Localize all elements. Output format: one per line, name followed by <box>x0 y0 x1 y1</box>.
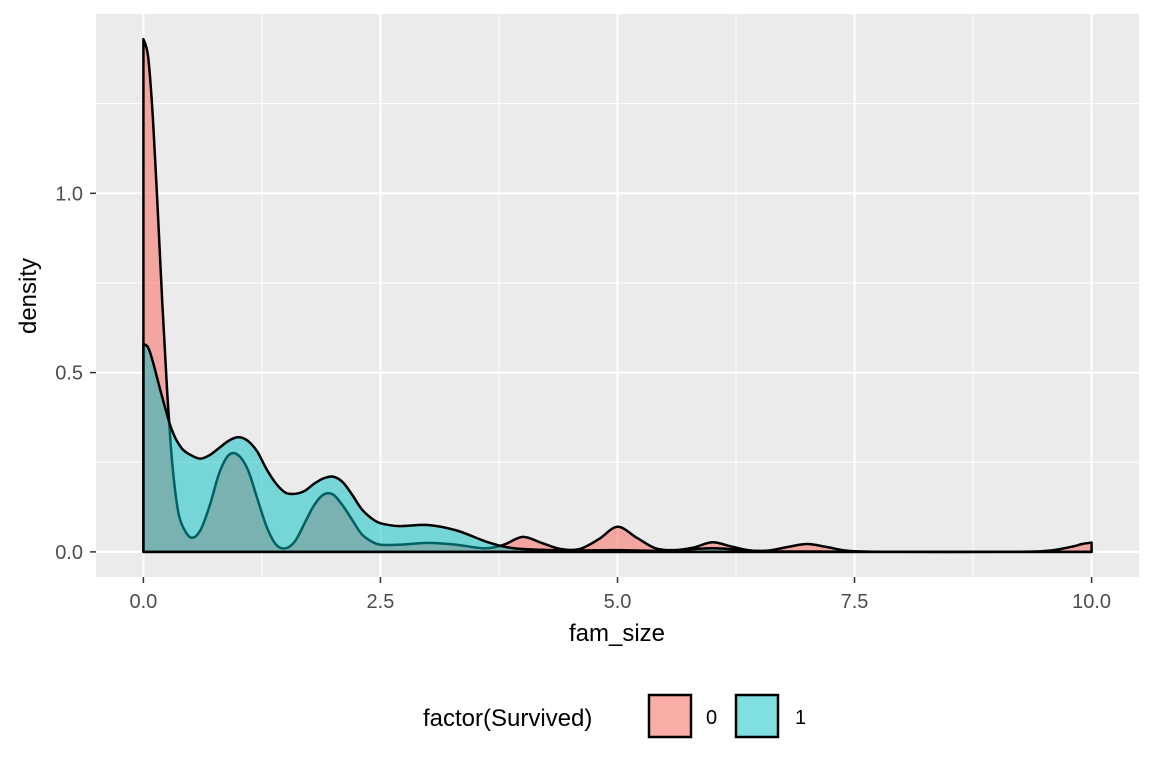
x-tick-label: 0.0 <box>130 591 158 613</box>
y-tick-label: 0.0 <box>55 542 83 564</box>
x-axis: 0.0 2.5 5.0 7.5 10.0 <box>130 577 1111 613</box>
density-area-1 <box>142 342 1093 554</box>
y-axis-title: density <box>15 258 42 334</box>
x-tick-label: 2.5 <box>367 591 395 613</box>
legend: factor(Survived) 0 1 <box>423 693 806 739</box>
x-axis-title: fam_size <box>569 620 665 647</box>
legend-label-0: 0 <box>706 707 717 729</box>
x-tick-label: 7.5 <box>841 591 869 613</box>
legend-key-0 <box>647 693 693 739</box>
y-axis: 0.0 0.5 1.0 <box>55 183 96 564</box>
legend-title: factor(Survived) <box>423 705 592 732</box>
legend-key-1 <box>734 693 780 739</box>
y-tick-label: 0.5 <box>55 363 83 385</box>
density-series <box>142 37 1093 554</box>
x-tick-label: 10.0 <box>1072 591 1111 613</box>
x-tick-label: 5.0 <box>604 591 632 613</box>
y-tick-label: 1.0 <box>55 183 83 205</box>
legend-label-1: 1 <box>795 707 806 729</box>
